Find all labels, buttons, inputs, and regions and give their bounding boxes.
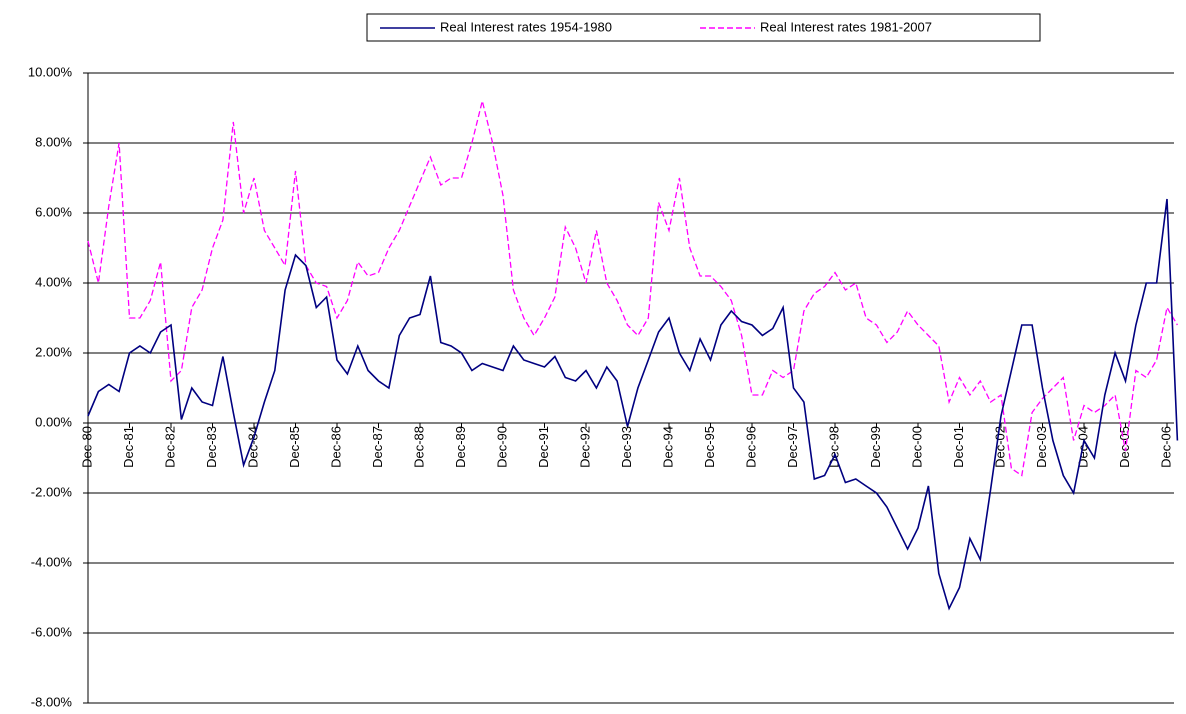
y-tick-label: 6.00% (35, 204, 72, 219)
x-tick-label: Dec-05 (1117, 426, 1132, 468)
y-tick-label: -2.00% (31, 484, 73, 499)
x-tick-label: Dec-80 (79, 426, 94, 468)
y-tick-label: 10.00% (28, 64, 73, 79)
x-tick-label: Dec-06 (1158, 426, 1173, 468)
x-tick-label: Dec-98 (826, 426, 841, 468)
x-tick-label: Dec-02 (992, 426, 1007, 468)
x-tick-label: Dec-95 (702, 426, 717, 468)
x-tick-label: Dec-87 (370, 426, 385, 468)
y-tick-label: -6.00% (31, 624, 73, 639)
x-tick-label: Dec-91 (536, 426, 551, 468)
x-tick-label: Dec-82 (162, 426, 177, 468)
y-tick-label: 2.00% (35, 344, 72, 359)
x-tick-label: Dec-81 (121, 426, 136, 468)
x-tick-label: Dec-90 (494, 426, 509, 468)
x-tick-label: Dec-03 (1034, 426, 1049, 468)
series-line (87, 100, 1178, 477)
x-tick-label: Dec-97 (785, 426, 800, 468)
x-tick-label: Dec-86 (328, 426, 343, 468)
x-tick-label: Dec-01 (951, 426, 966, 468)
x-tick-label: Dec-93 (619, 426, 634, 468)
x-tick-label: Dec-83 (204, 426, 219, 468)
series-line (87, 198, 1179, 611)
y-tick-label: 8.00% (35, 134, 72, 149)
x-tick-label: Dec-96 (743, 426, 758, 468)
x-tick-label: Dec-94 (660, 426, 675, 468)
y-tick-label: -8.00% (31, 694, 73, 709)
legend-label: Real Interest rates 1981-2007 (760, 19, 932, 34)
x-tick-label: Dec-85 (287, 426, 302, 468)
legend-label: Real Interest rates 1954-1980 (440, 19, 612, 34)
y-tick-label: 4.00% (35, 274, 72, 289)
x-tick-label: Dec-88 (411, 426, 426, 468)
y-tick-label: -4.00% (31, 554, 73, 569)
y-tick-label: 0.00% (35, 414, 72, 429)
x-tick-label: Dec-99 (868, 426, 883, 468)
x-tick-label: Dec-00 (909, 426, 924, 468)
x-tick-label: Dec-84 (245, 426, 260, 468)
x-tick-label: Dec-92 (577, 426, 592, 468)
x-tick-label: Dec-89 (453, 426, 468, 468)
